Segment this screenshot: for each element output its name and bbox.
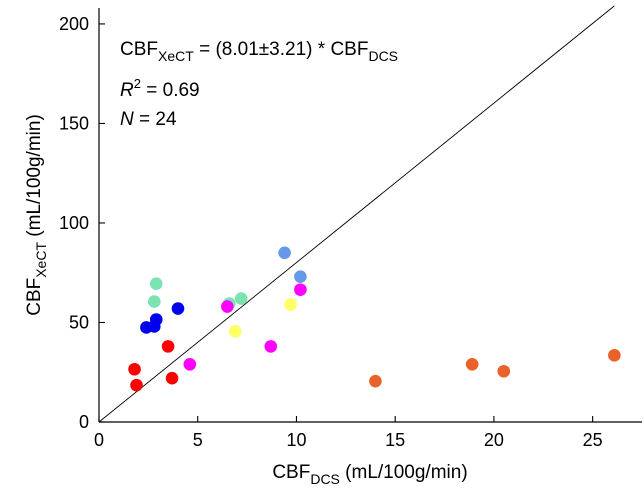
data-point xyxy=(149,277,163,290)
r-squared-annotation: R2 = 0.69 xyxy=(120,76,200,101)
data-point xyxy=(165,371,179,385)
data-point xyxy=(234,292,248,305)
data-point xyxy=(264,340,278,353)
x-tick-label: 5 xyxy=(193,430,203,450)
x-tick-label: 15 xyxy=(385,430,405,450)
fit-line xyxy=(98,5,615,423)
data-point xyxy=(147,295,161,308)
y-tick-label: 50 xyxy=(69,312,89,332)
equation-annotation: CBFXeCT = (8.01±3.21) * CBFDCS xyxy=(120,39,398,64)
data-point xyxy=(294,270,307,284)
data-point xyxy=(149,313,163,326)
data-point xyxy=(130,378,143,392)
data-point xyxy=(161,340,175,353)
data-point xyxy=(369,374,382,388)
data-point xyxy=(278,246,291,260)
x-tick-label: 25 xyxy=(583,430,603,450)
data-point xyxy=(171,302,185,315)
data-point xyxy=(128,362,141,376)
data-point xyxy=(294,283,307,296)
data-point xyxy=(183,357,197,371)
data-point xyxy=(221,300,234,313)
y-tick-label: 100 xyxy=(59,213,89,233)
n-annotation: N = 24 xyxy=(120,109,177,130)
x-tick-label: 10 xyxy=(286,430,306,450)
x-tick-label: 20 xyxy=(484,430,504,450)
data-point xyxy=(497,364,511,378)
y-tick-label: 150 xyxy=(59,113,89,133)
data-point xyxy=(608,349,621,362)
x-tick-label: 0 xyxy=(94,430,104,450)
y-axis-label: CBFXeCT (mL/100g/min) xyxy=(24,114,49,316)
data-point xyxy=(228,325,242,338)
data-point xyxy=(284,298,297,311)
y-tick-label: 0 xyxy=(79,412,89,432)
y-tick-label: 200 xyxy=(59,14,89,34)
data-point xyxy=(465,357,479,371)
x-axis-label: CBFDCS (mL/100g/min) xyxy=(272,462,467,487)
